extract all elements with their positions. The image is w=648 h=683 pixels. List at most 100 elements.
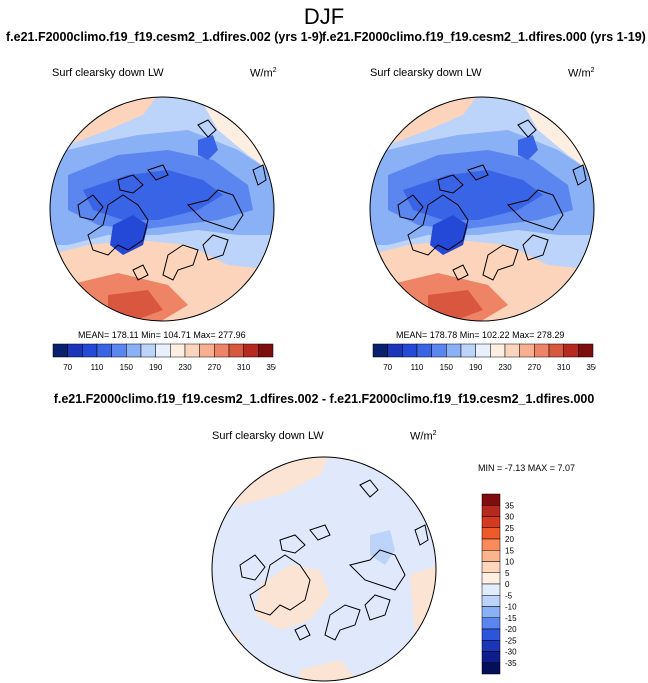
colorbar-swatch	[481, 527, 501, 540]
diff-colorbar: 35 30 25 20 15 10 5 0 -5 -10 -15 -20 -25 -30 -35	[481, 493, 517, 675]
colorbar-tick-label: 270	[208, 363, 222, 372]
colorbar-tick-label: -10	[505, 603, 517, 612]
colorbar-swatch	[199, 343, 215, 358]
colorbar-tick-label: 0	[505, 580, 510, 589]
colorbar-tick-label: 350	[266, 363, 276, 372]
colorbar-swatch	[111, 343, 127, 358]
colorbar-swatch	[372, 343, 388, 358]
colorbar-swatch	[481, 606, 501, 618]
colorbar-tick-label: 150	[440, 363, 454, 372]
colorbar-swatch	[481, 640, 501, 652]
colorbar-tick-label: 310	[557, 363, 571, 372]
right-polar-map	[369, 96, 595, 322]
colorbar-tick-label: 230	[178, 363, 192, 372]
colorbar-tick-label: 110	[91, 363, 104, 372]
coastlines	[77, 119, 267, 281]
colorbar-tick-label: -35	[505, 659, 517, 668]
map-boundary	[49, 96, 275, 322]
left-run-label: f.e21.F2000climo.f19_f19.cesm2_1.dfires.…	[6, 30, 323, 44]
colorbar-tick-label: 30	[505, 513, 514, 522]
colorbar-tick-label: -15	[505, 614, 517, 623]
colorbar-tick-label: 25	[505, 524, 514, 533]
colorbar-swatch	[402, 343, 418, 358]
colorbar-swatch	[243, 343, 259, 358]
coldest-region	[110, 215, 148, 255]
colorbar-swatch	[490, 343, 506, 358]
colorbar-swatch	[481, 572, 501, 585]
colorbar-swatch	[481, 561, 501, 573]
colorbar-swatch	[475, 343, 491, 358]
colorbar-swatch	[481, 583, 501, 596]
negative-region	[370, 530, 395, 565]
colorbar-swatch	[258, 343, 274, 358]
colorbar-tick-label: 110	[411, 363, 424, 372]
coastlines	[239, 479, 429, 641]
colorbar-tick-label: 20	[505, 535, 514, 544]
colorbar-tick-label: 190	[149, 363, 163, 372]
cold-region	[198, 135, 218, 160]
colorbar-swatch	[431, 343, 447, 358]
colorbar-swatch	[155, 343, 171, 358]
colorbar-tick-label: 15	[505, 546, 514, 555]
right-run-label: f.e21.F2000climo.f19_f19.cesm2_1.dfires.…	[322, 30, 646, 44]
positive-region	[255, 565, 330, 630]
colorbar-tick-label: 350	[586, 363, 596, 372]
colorbar-swatch	[460, 343, 476, 358]
colorbar-swatch	[416, 343, 432, 358]
left-polar-map	[49, 96, 275, 322]
colorbar-swatch	[534, 343, 550, 358]
colorbar-tick-label: 190	[469, 363, 483, 372]
colorbar-swatch	[481, 550, 501, 562]
diff-panel-variable: Surf clearsky down LW	[212, 430, 324, 442]
right-panel-units: W/m2	[568, 67, 595, 80]
colorbar-swatch	[481, 516, 501, 528]
coldest-region	[430, 215, 468, 255]
map-background	[212, 457, 436, 681]
colorbar-swatch	[446, 343, 462, 358]
positive-region	[300, 660, 360, 681]
colorbar-swatch	[578, 343, 594, 358]
colorbar-swatch	[548, 343, 564, 358]
colorbar-swatch	[96, 343, 112, 358]
colorbar-tick-label: -30	[505, 648, 517, 657]
right-panel-stats: MEAN= 178.78 Min= 102.22 Max= 278.29	[396, 330, 565, 340]
colorbar-swatch	[481, 628, 501, 641]
right-colorbar: 70 110 150 190 230 270 310 350	[372, 343, 596, 372]
colorbar-swatch	[563, 343, 579, 358]
colorbar-tick-label: 35	[505, 501, 514, 510]
colorbar-swatch	[519, 343, 535, 358]
colorbar-tick-label: 10	[505, 558, 514, 567]
left-panel-units: W/m2	[250, 67, 277, 80]
colorbar-swatch	[481, 505, 501, 517]
colorbar-swatch	[481, 617, 501, 630]
colorbar-swatch	[481, 662, 501, 675]
difference-title: f.e21.F2000climo.f19_f19.cesm2_1.dfires.…	[53, 392, 595, 406]
colorbar-swatch	[481, 651, 501, 663]
colorbar-swatch	[67, 343, 83, 358]
colorbar-swatch	[184, 343, 200, 358]
positive-region	[410, 565, 436, 655]
colorbar-tick-label: 70	[383, 363, 392, 372]
coastlines	[397, 119, 587, 281]
colorbar-tick-label: -20	[505, 625, 517, 634]
colorbar-tick-label: -25	[505, 636, 517, 645]
colorbar-swatch	[140, 343, 156, 358]
colorbar-swatch	[481, 493, 501, 506]
colorbar-swatch	[170, 343, 186, 358]
season-title: DJF	[303, 4, 345, 29]
colorbar-swatch	[214, 343, 230, 358]
colorbar-swatch	[504, 343, 520, 358]
colorbar-tick-label: -5	[505, 591, 513, 600]
colorbar-swatch	[52, 343, 68, 358]
diff-panel-units: W/m2	[410, 430, 437, 443]
colorbar-tick-label: 310	[237, 363, 251, 372]
colorbar-swatch	[387, 343, 403, 358]
colorbar-tick-label: 5	[505, 569, 510, 578]
cold-region	[518, 135, 538, 160]
diff-panel-stats: MIN = -7.13 MAX = 7.07	[478, 463, 576, 473]
colorbar-swatch	[481, 538, 501, 551]
colorbar-tick-label: 230	[498, 363, 512, 372]
diff-polar-map	[211, 456, 437, 682]
colorbar-swatch	[228, 343, 244, 358]
colorbar-swatch	[126, 343, 142, 358]
